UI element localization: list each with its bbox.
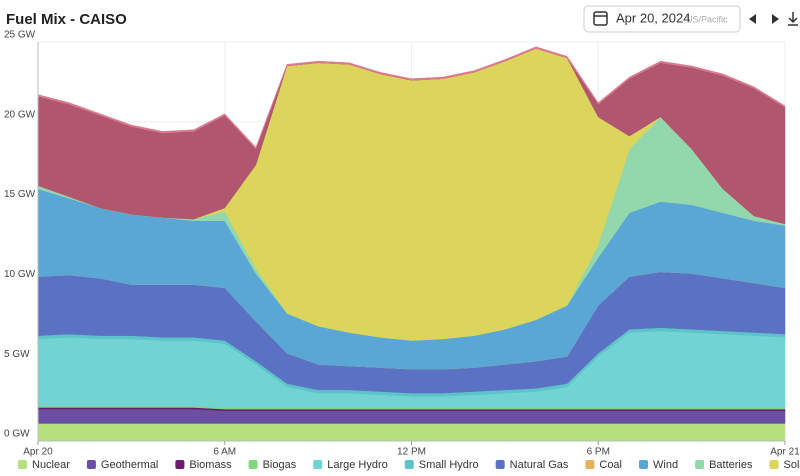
legend-label: Geothermal: [101, 459, 158, 471]
legend-label: Natural Gas: [510, 459, 569, 471]
legend-label: Biomass: [189, 459, 232, 471]
legend-swatch: [404, 460, 414, 469]
area: [37, 408, 786, 424]
legend-label: Coal: [599, 459, 622, 471]
date-picker[interactable]: Apr 20, 2024 US/Pacific: [583, 5, 741, 33]
y-tick-label: 10 GW: [4, 269, 36, 280]
legend-swatch: [695, 460, 705, 469]
legend-label: Small Hydro: [419, 459, 479, 471]
legend-label: Wind: [653, 459, 678, 471]
legend-swatch: [86, 460, 96, 469]
legend-swatch: [495, 460, 505, 469]
chart-title: Fuel Mix - CAISO: [6, 11, 127, 28]
x-tick-label: 6 PM: [587, 447, 610, 458]
legend-item[interactable]: Wind: [639, 459, 678, 471]
legend-item[interactable]: Small Hydro: [404, 459, 479, 471]
y-tick-label: 25 GW: [4, 30, 36, 41]
x-tick-label: Apr 20: [23, 447, 53, 458]
y-tick-label: 5 GW: [4, 349, 30, 360]
y-tick-label: 0 GW: [4, 429, 30, 440]
legend-item[interactable]: Biomass: [175, 459, 232, 471]
legend-swatch: [175, 460, 185, 469]
calendar-icon: [593, 11, 608, 26]
legend-label: Nuclear: [32, 459, 70, 471]
date-label: Apr 20, 2024: [616, 10, 690, 25]
legend-item[interactable]: Geothermal: [86, 459, 158, 471]
x-tick-label: 12 PM: [397, 447, 426, 458]
download[interactable]: [788, 12, 798, 26]
legend-label: Solar: [783, 459, 800, 471]
legend-label: Batteries: [709, 459, 753, 471]
legend-swatch: [248, 460, 258, 469]
legend-swatch: [313, 460, 323, 469]
legend-item[interactable]: Solar: [769, 459, 800, 471]
y-tick-label: 20 GW: [4, 109, 36, 120]
legend-swatch: [639, 460, 648, 469]
legend-label: Large Hydro: [327, 459, 388, 471]
x-tick-label: 6 AM: [213, 447, 236, 458]
legend-label: Biogas: [263, 459, 297, 471]
prev-day[interactable]: [749, 14, 756, 24]
legend-item[interactable]: Large Hydro: [313, 459, 388, 471]
legend-item[interactable]: Coal: [585, 459, 622, 471]
next-day[interactable]: [772, 14, 779, 24]
x-tick-label: Apr 21: [770, 447, 800, 458]
legend-swatch: [769, 460, 779, 469]
y-tick-label: 15 GW: [4, 189, 36, 200]
area: [37, 423, 786, 442]
timezone-label: US/Pacific: [686, 14, 728, 24]
legend-swatch: [18, 460, 27, 469]
legend-item[interactable]: Biogas: [248, 459, 297, 471]
area: [37, 46, 786, 150]
legend-item[interactable]: Batteries: [695, 459, 753, 471]
legend-item[interactable]: Natural Gas: [495, 459, 569, 471]
legend-swatch: [585, 460, 595, 469]
legend-item[interactable]: Nuclear: [18, 459, 70, 471]
date-box[interactable]: [583, 5, 741, 33]
